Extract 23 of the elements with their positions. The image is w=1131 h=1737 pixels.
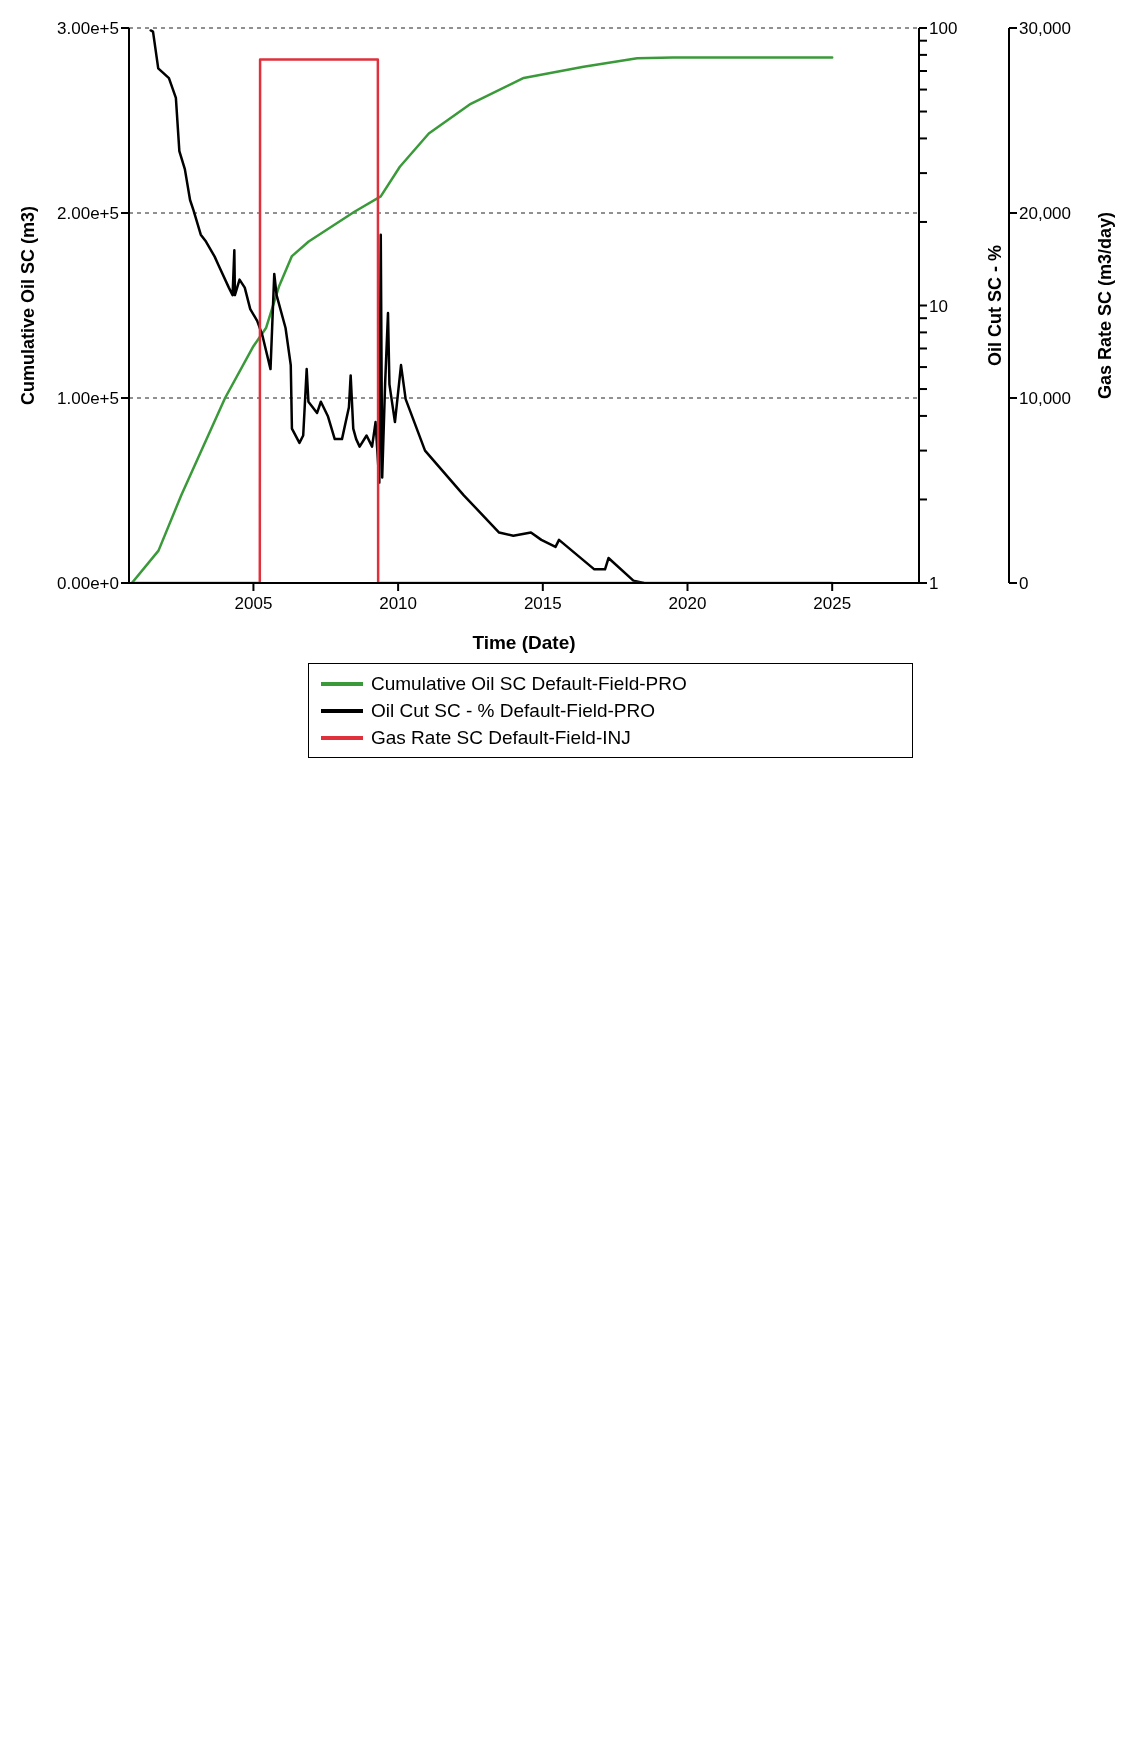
y3-tick-label: 0 [1019,574,1029,594]
y2-axis-title: Oil Cut SC - % [985,245,1006,366]
y2-tick-label: 1 [929,574,939,594]
legend-label: Cumulative Oil SC Default-Field-PRO [371,672,687,695]
y2-tick-label: 100 [929,19,958,39]
x-axis-title: Time (Date) [472,632,576,653]
x-tick-label: 2020 [668,594,707,614]
y3-tick-label: 10,000 [1019,389,1071,409]
y-axis-title: Cumulative Oil SC (m3) [18,205,39,406]
y3-tick-label: 20,000 [1019,204,1071,224]
y-tick-label: 1.00e+5 [57,389,119,409]
y-tick-label: 3.00e+5 [57,19,119,39]
legend-label: Oil Cut SC - % Default-Field-PRO [371,699,656,722]
x-tick-label: 2015 [523,594,562,614]
x-tick-label: 2005 [234,594,273,614]
x-tick-label: 2010 [379,594,418,614]
y-tick-label: 2.00e+5 [57,204,119,224]
y3-tick-label: 30,000 [1019,19,1071,39]
y-tick-label: 0.00e+0 [57,574,119,594]
x-tick-label: 2025 [813,594,852,614]
y3-axis-title: Gas Rate SC (m3/day) [1095,211,1116,400]
legend-label: Gas Rate SC Default-Field-INJ [371,726,631,749]
y2-tick-label: 10 [929,296,948,316]
